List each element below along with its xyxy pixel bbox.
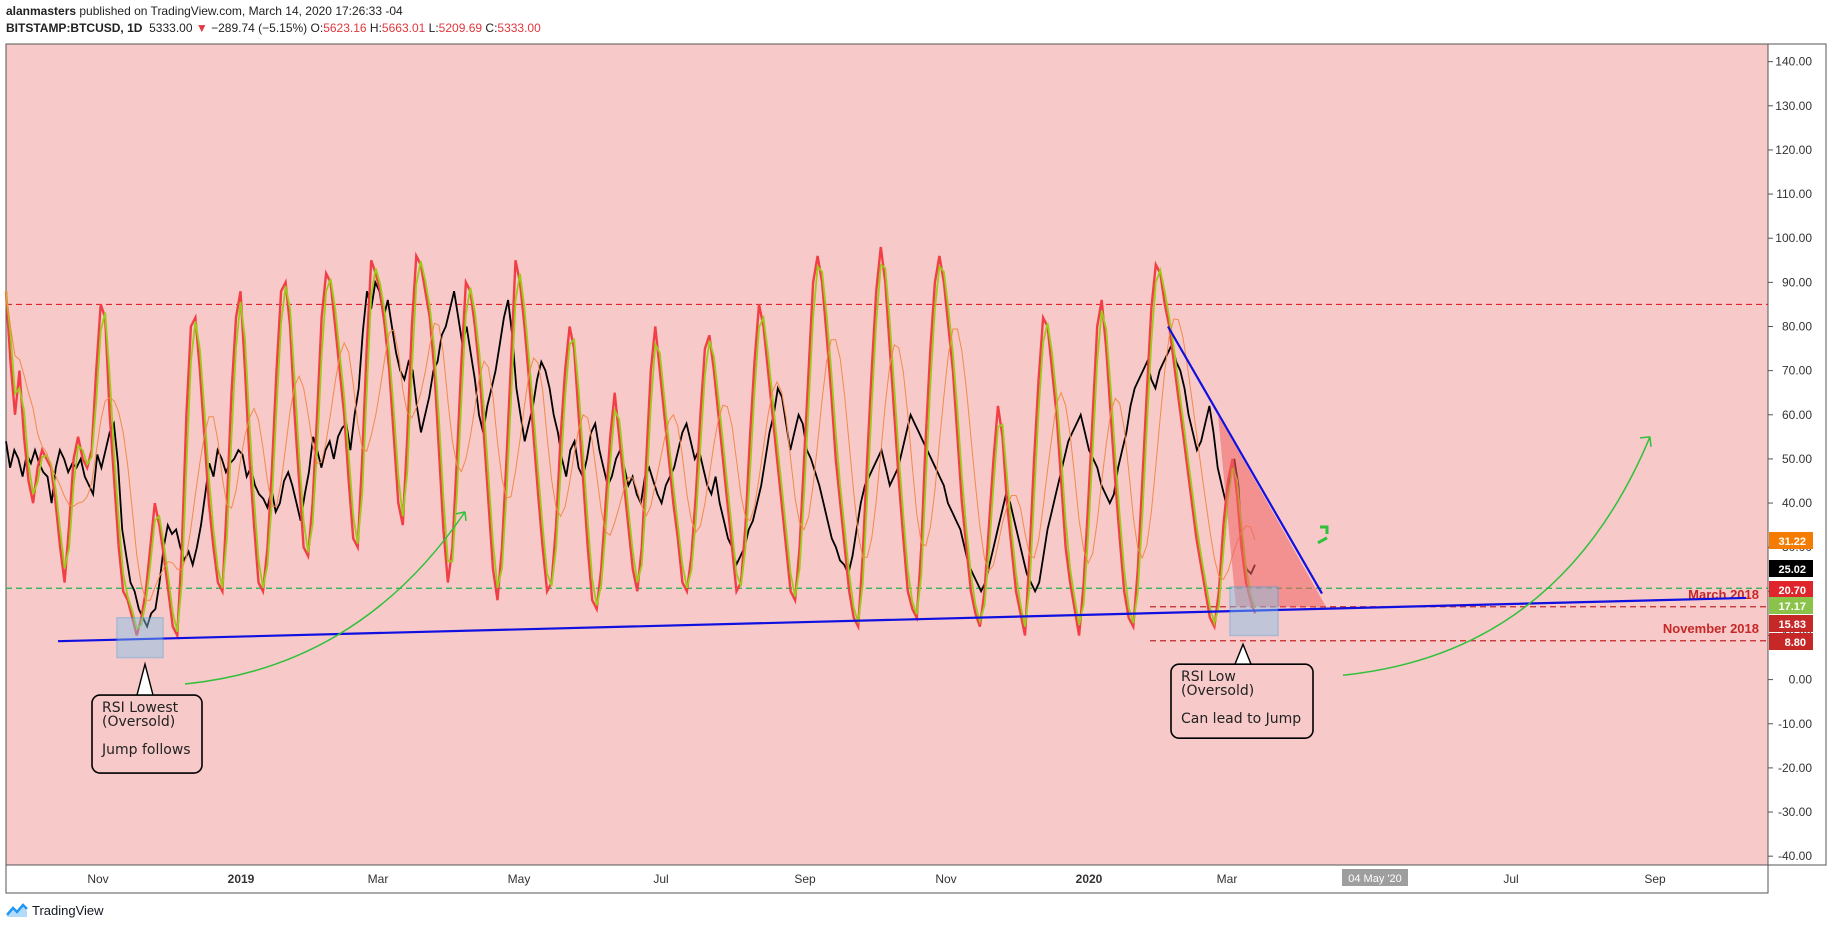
footer-brand[interactable]: TradingView: [6, 902, 104, 918]
price-label-text: 15.83: [1778, 619, 1806, 631]
last-price: 5333.00: [149, 21, 193, 35]
arrow-head-icon: [1639, 436, 1652, 447]
tradingview-logo-icon: [6, 903, 28, 917]
brand-name: TradingView: [32, 902, 104, 918]
time-axis: [5, 864, 1769, 894]
price-label-box: [1769, 615, 1813, 632]
x-tick-label: 2019: [228, 872, 255, 886]
y-tick-label: 140.00: [1775, 55, 1812, 69]
crosshair-date-box: [1342, 869, 1408, 886]
price-axis: [1767, 43, 1827, 866]
callout-text: Jump follows: [101, 742, 191, 758]
x-tick-label: Mar: [1217, 872, 1238, 886]
y-tick-label: -40.00: [1778, 849, 1812, 863]
y-tick-label: 40.00: [1782, 496, 1812, 510]
publish-info: alanmasters published on TradingView.com…: [6, 4, 403, 18]
y-tick-label: 0.00: [1789, 673, 1813, 687]
x-tick-label: Jul: [653, 872, 668, 886]
callout-pointer: [136, 661, 154, 696]
y-tick-label: 110.00: [1776, 187, 1812, 201]
close-value: 5333.00: [497, 21, 541, 35]
price-label-box: [1769, 560, 1813, 577]
price-label-text: 8.80: [1785, 637, 1806, 649]
rsi-signal-line: [5, 260, 1256, 633]
plot-area: [5, 43, 1769, 866]
oversold-zone-2020: [1229, 586, 1279, 637]
rsi-main-line: [5, 279, 1256, 630]
price-label-box: [1769, 597, 1813, 614]
y-tick-label: 100.00: [1775, 231, 1812, 245]
callout-text: RSI Low: [1181, 669, 1236, 685]
y-tick-label: -10.00: [1778, 717, 1812, 731]
arrow-head-icon: [455, 511, 467, 521]
x-tick-label: Jul: [1503, 872, 1518, 886]
author-name[interactable]: alanmasters: [6, 4, 77, 18]
y-tick-label: 60.00: [1782, 408, 1812, 422]
callout-pointer: [1234, 642, 1252, 665]
rsi-average-line: [5, 291, 1256, 601]
symbol-name[interactable]: BITSTAMP:BTCUSD, 1D: [6, 21, 143, 35]
up-arrow-icon: [1317, 525, 1329, 545]
x-tick-label: Mar: [368, 872, 389, 886]
change-down-icon: ▼: [195, 21, 208, 35]
pennant-triangle: [1218, 414, 1326, 607]
y-tick-label: 130.00: [1775, 99, 1812, 113]
close-label: C:: [485, 21, 498, 35]
price-label-box: [1769, 532, 1813, 549]
y-tick-label: 70.00: [1782, 364, 1812, 378]
price-label-text: 20.70: [1778, 585, 1806, 597]
price-change: −289.74 (−5.15%): [211, 21, 308, 35]
open-label: O:: [310, 21, 324, 35]
rsi-chart[interactable]: 140.00 130.00 120.00 110.00 100.00 90.00 80.00…: [0, 0, 1828, 900]
jump-arrow-2020: [1342, 436, 1651, 676]
x-tick-label: Sep: [794, 872, 816, 886]
y-tick-label: 50.00: [1782, 452, 1812, 466]
callout-box: [1170, 663, 1314, 739]
y-tick-label: 120.00: [1775, 143, 1812, 157]
price-label-box: [1769, 633, 1813, 650]
price-label-box: [1769, 581, 1813, 598]
y-tick-label: 80.00: [1782, 319, 1812, 333]
price-label-text: 17.17: [1778, 601, 1806, 613]
resistance-trendline: [1167, 325, 1323, 595]
low-value: 5209.69: [438, 21, 483, 35]
open-value: 5623.16: [323, 21, 367, 35]
callout-text: Can lead to Jump: [1181, 711, 1301, 727]
x-tick-label: Nov: [87, 872, 108, 886]
y-tick-label: -20.00: [1778, 761, 1812, 775]
x-tick-label: Sep: [1644, 872, 1666, 886]
x-tick-label: Nov: [935, 872, 956, 886]
published-text: published on TradingView.com, March 14, …: [76, 4, 403, 18]
callout-text: RSI Lowest: [102, 700, 179, 716]
level-label: November 2018: [1663, 621, 1759, 636]
callout-text: (Oversold): [102, 714, 175, 730]
price-label-text: 25.02: [1778, 564, 1806, 576]
jump-arrow-2018: [184, 511, 466, 685]
high-label: H:: [369, 21, 382, 35]
x-tick-label: May: [508, 872, 531, 886]
price-label-text: 31.22: [1778, 536, 1806, 548]
y-tick-label: -30.00: [1778, 805, 1812, 819]
callout-text: (Oversold): [1181, 683, 1254, 699]
x-tick-label: 2020: [1076, 872, 1103, 886]
callout-box: [91, 694, 203, 774]
low-label: L:: [428, 21, 439, 35]
y-tick-label: 90.00: [1782, 275, 1812, 289]
symbol-legend: BITSTAMP:BTCUSD, 1D 5333.00 ▼ −289.74 (−…: [6, 21, 541, 35]
oversold-zone-2018: [116, 617, 164, 659]
high-value: 5663.01: [381, 21, 426, 35]
crosshair-date-label: 04 May '20: [1348, 873, 1401, 885]
